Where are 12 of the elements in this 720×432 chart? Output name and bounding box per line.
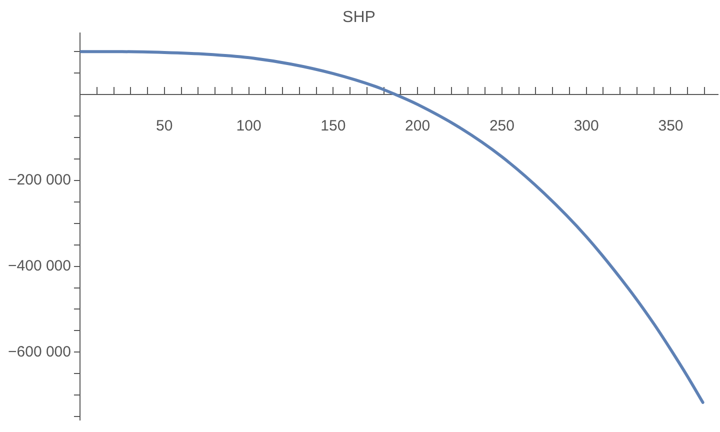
x-tick-label: 50: [156, 118, 173, 135]
chart-title: SHP: [342, 9, 376, 26]
y-tick-label: −600 000: [8, 343, 71, 360]
x-tick-label: 300: [574, 118, 599, 135]
x-tick-label: 200: [405, 118, 430, 135]
y-tick-label: −400 000: [8, 257, 71, 274]
line-series: [80, 50, 704, 404]
x-tick-label: 100: [236, 118, 262, 135]
y-tick-label: −200 000: [8, 172, 71, 189]
x-tick-label: 250: [489, 118, 514, 135]
x-tick-label: 350: [658, 118, 684, 135]
x-tick-label: 150: [320, 118, 346, 135]
